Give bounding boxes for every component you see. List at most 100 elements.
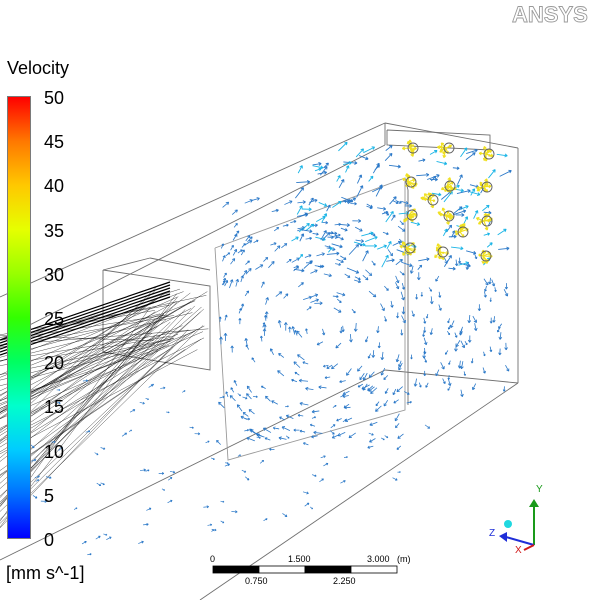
- velocity-vector-arrow: [418, 382, 422, 388]
- scale-label-2250: 2.250: [333, 576, 356, 586]
- y-axis-arrowhead: [529, 499, 539, 507]
- velocity-vector-arrow: [220, 243, 225, 249]
- velocity-vector-arrow: [331, 434, 340, 439]
- velocity-vector-arrow: [282, 223, 289, 227]
- velocity-vector-arrow: [489, 317, 493, 324]
- velocity-vector-arrow: [278, 352, 285, 358]
- velocity-vector-arrow: [230, 258, 236, 265]
- velocity-vector-arrow: [305, 223, 315, 231]
- triad-y-label: Y: [536, 484, 543, 495]
- velocity-vector-arrow: [294, 329, 298, 336]
- velocity-vector-arrow: [388, 164, 401, 169]
- velocity-vector-arrow: [386, 241, 392, 250]
- velocity-vector-arrow: [253, 239, 259, 243]
- jet-mesh-line: [0, 328, 209, 346]
- velocity-vector-arrow: [361, 231, 374, 237]
- velocity-vector-arrow: [166, 411, 170, 414]
- velocity-vector-arrow: [238, 308, 242, 314]
- velocity-vector-arrow: [375, 405, 382, 412]
- velocity-vector-arrow: [324, 376, 331, 380]
- velocity-vector-arrow: [275, 291, 283, 297]
- velocity-vector-arrow: [359, 373, 365, 381]
- velocity-vector-arrow: [344, 456, 348, 459]
- velocity-vector-arrow: [96, 482, 102, 487]
- velocity-vector-arrow: [383, 375, 389, 381]
- velocity-vector-arrow: [396, 312, 400, 319]
- velocity-vector-arrow: [494, 287, 497, 293]
- velocity-vector-arrow: [296, 205, 303, 215]
- velocity-vector-arrow: [448, 266, 456, 271]
- velocity-vector-arrow: [343, 161, 352, 166]
- velocity-vector-arrow: [332, 295, 339, 298]
- velocity-vector-arrow: [377, 244, 387, 250]
- velocity-vector-arrow: [483, 278, 489, 286]
- velocity-vector-arrow: [410, 221, 421, 226]
- velocity-vector-arrow: [285, 435, 290, 439]
- velocity-vector-arrow: [326, 204, 331, 212]
- velocity-vector-arrow: [332, 200, 342, 208]
- velocity-vector-arrow: [483, 184, 489, 188]
- velocity-vector-arrow: [384, 388, 389, 394]
- velocity-vector-arrow: [396, 386, 403, 393]
- velocity-vector-arrow: [395, 259, 403, 266]
- velocity-vector-arrow: [410, 354, 413, 360]
- velocity-vector-arrow: [402, 177, 409, 183]
- velocity-vector-arrow: [73, 507, 78, 510]
- velocity-vector-arrow: [245, 344, 250, 350]
- velocity-vector-arrow: [310, 293, 319, 298]
- velocity-vector-arrow: [466, 148, 478, 154]
- velocity-vector-arrow: [237, 249, 243, 254]
- velocity-vector-arrow: [415, 294, 419, 300]
- velocity-vector-arrow: [401, 306, 406, 315]
- colorbar-tick-label: 45: [44, 132, 65, 153]
- velocity-vector-arrow: [424, 424, 431, 429]
- colorbar-tick-label: 0: [44, 530, 55, 550]
- velocity-vector-arrow: [385, 211, 394, 223]
- velocity-vector-arrow: [329, 430, 335, 435]
- velocity-vector-arrow: [368, 290, 377, 298]
- velocity-vector-arrow: [429, 199, 436, 203]
- velocity-vector-arrow: [58, 446, 63, 451]
- velocity-vector-arrow: [477, 220, 485, 225]
- velocity-vector-arrow: [436, 161, 448, 166]
- nozzle-outline: [480, 250, 492, 262]
- velocity-vector-arrow: [438, 291, 442, 298]
- velocity-vector-arrow: [336, 418, 342, 422]
- velocity-vector-arrow: [483, 351, 486, 357]
- velocity-vector-arrow: [395, 200, 402, 204]
- velocity-vector-arrow: [225, 252, 231, 257]
- velocity-vector-arrow: [313, 430, 323, 435]
- velocity-vector-arrow: [363, 146, 376, 154]
- domain-wireframe: [0, 122, 519, 600]
- velocity-vector-arrow: [235, 278, 240, 287]
- velocity-vector-arrow: [466, 250, 477, 255]
- nozzle-outline: [427, 194, 439, 206]
- velocity-vector-arrow: [320, 230, 327, 241]
- velocity-vector-arrow: [218, 316, 222, 322]
- velocity-vector-arrow: [224, 280, 229, 287]
- velocity-vector-arrow: [395, 282, 400, 290]
- velocity-vector-arrow: [298, 378, 309, 383]
- velocity-vector-arrow: [429, 328, 433, 335]
- velocity-vector-arrow: [160, 386, 166, 390]
- velocity-vector-arrow: [51, 440, 56, 444]
- box-edge-top-right: [384, 122, 519, 149]
- velocity-vector-arrow: [476, 185, 485, 190]
- velocity-vector-arrow: [290, 220, 297, 224]
- jet-mesh-line: [0, 329, 191, 361]
- velocity-vector-arrow: [392, 388, 397, 396]
- velocity-vector-arrow: [314, 167, 322, 172]
- jet-mesh-line: [0, 305, 195, 503]
- velocity-vector-arrow: [298, 253, 304, 260]
- velocity-vector-arrow: [429, 177, 438, 182]
- velocity-vector-arrow: [477, 304, 482, 312]
- colorbar-tick-label: 40: [44, 176, 65, 197]
- velocity-vector-arrow: [428, 287, 432, 292]
- velocity-vector-arrow: [381, 210, 389, 215]
- velocity-vector-arrow: [362, 383, 368, 391]
- velocity-vector-arrow: [340, 394, 345, 398]
- velocity-vector-arrow: [351, 308, 356, 314]
- velocity-vector-arrow: [312, 162, 322, 166]
